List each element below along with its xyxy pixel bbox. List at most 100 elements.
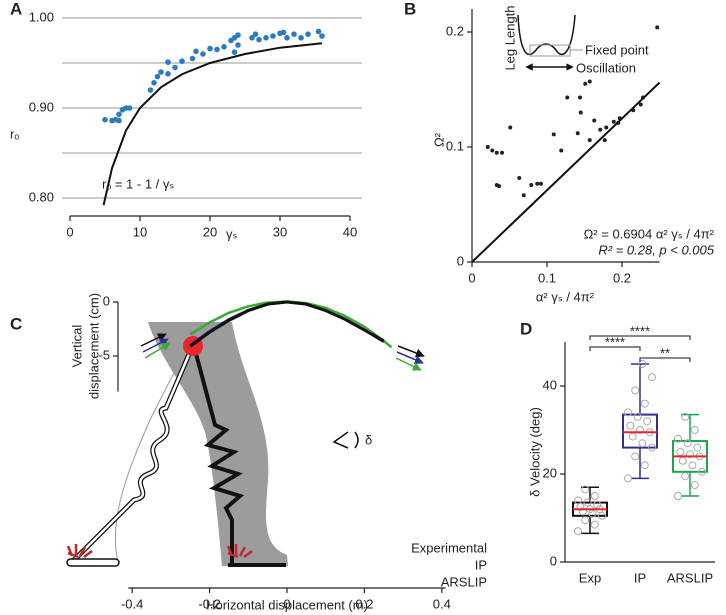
point [494, 150, 499, 155]
point [235, 32, 241, 38]
point [172, 64, 178, 71]
fit-line [471, 81, 661, 263]
point [648, 443, 656, 452]
point [497, 184, 501, 189]
point [280, 29, 287, 36]
point [500, 150, 504, 155]
angle-label: δ [365, 432, 372, 447]
point [583, 81, 588, 86]
significance-label: **** [605, 334, 625, 349]
point [158, 69, 164, 75]
y-tick-label: 0.2 [446, 23, 464, 38]
point [602, 138, 607, 143]
x-tick-label: 0 [66, 224, 73, 239]
stats: R² = 0.28, p < 0.005 [598, 242, 714, 257]
point [249, 35, 255, 41]
point [151, 80, 157, 86]
point [319, 33, 325, 39]
y-tick-label: 1.00 [29, 9, 54, 24]
point [587, 138, 592, 143]
inset-label: Oscillation [576, 60, 636, 75]
x-tick-label: 20 [203, 224, 217, 239]
significance-bracket [589, 335, 691, 340]
x-tick-label: ARSLIP [667, 570, 713, 585]
point [633, 412, 642, 421]
y-tick-label: 20 [543, 465, 557, 480]
point [147, 87, 154, 93]
point [485, 145, 490, 149]
fit-label: rₒ = 1 - 1 / γₛ [102, 176, 174, 191]
point [179, 58, 185, 64]
y-tick-label: 0.80 [29, 189, 54, 204]
point [598, 127, 603, 132]
point [638, 360, 647, 368]
point [640, 461, 649, 470]
point [490, 148, 495, 153]
trajectory [189, 300, 385, 348]
point [631, 386, 640, 395]
point [592, 118, 597, 123]
point [587, 79, 592, 84]
y-tick-label: 0 [457, 253, 464, 268]
point [529, 182, 534, 187]
panel-label: B [404, 0, 416, 18]
x-tick-label: 0.2 [613, 270, 631, 285]
point [638, 102, 643, 107]
point [640, 399, 649, 408]
significance-bracket [589, 346, 641, 351]
point [235, 42, 241, 48]
y-tick-label: 0.90 [29, 99, 54, 114]
significance-bracket [639, 357, 691, 362]
legend-entry: Experimental [411, 540, 487, 555]
point [126, 105, 133, 111]
point [631, 452, 640, 461]
point [165, 71, 171, 77]
point [581, 485, 590, 494]
point [578, 95, 582, 100]
y-axis-label: rₒ [10, 126, 19, 141]
x-tick-label: 0.2 [355, 596, 373, 611]
point [674, 434, 682, 443]
point [578, 110, 583, 115]
point [574, 496, 582, 505]
x-tick-label: 0 [283, 596, 290, 611]
point [583, 498, 592, 507]
point [686, 450, 694, 459]
point [655, 25, 660, 30]
point [604, 125, 609, 130]
point [628, 432, 637, 441]
y-axis-label: Ω² [431, 132, 446, 147]
point [636, 426, 644, 434]
point [200, 51, 206, 57]
point [698, 467, 706, 476]
point [315, 28, 322, 35]
point [690, 481, 699, 489]
inset-schematic [517, 14, 583, 71]
y-tick-label: 0 [550, 553, 557, 568]
point [575, 131, 580, 136]
point [551, 132, 556, 137]
x-tick-label: Exp [579, 570, 601, 585]
y-tick-label: 0.1 [446, 138, 464, 153]
point [626, 421, 635, 430]
point [590, 492, 599, 500]
point [676, 448, 685, 456]
point [263, 35, 269, 41]
inset-label: Leg Length [502, 5, 517, 70]
panel-label: D [520, 319, 532, 338]
point [581, 516, 590, 525]
point [674, 492, 682, 500]
point [189, 55, 196, 62]
x-tick-label: 0.4 [433, 596, 451, 611]
point [517, 176, 522, 181]
legend-entry: ARSLIP [441, 574, 487, 589]
point [690, 426, 699, 434]
point [256, 36, 262, 43]
x-tick-label: 30 [273, 224, 287, 239]
point [165, 59, 171, 65]
point [291, 31, 297, 37]
point [574, 527, 582, 536]
point [252, 31, 259, 37]
point [681, 412, 690, 421]
point [221, 44, 227, 50]
